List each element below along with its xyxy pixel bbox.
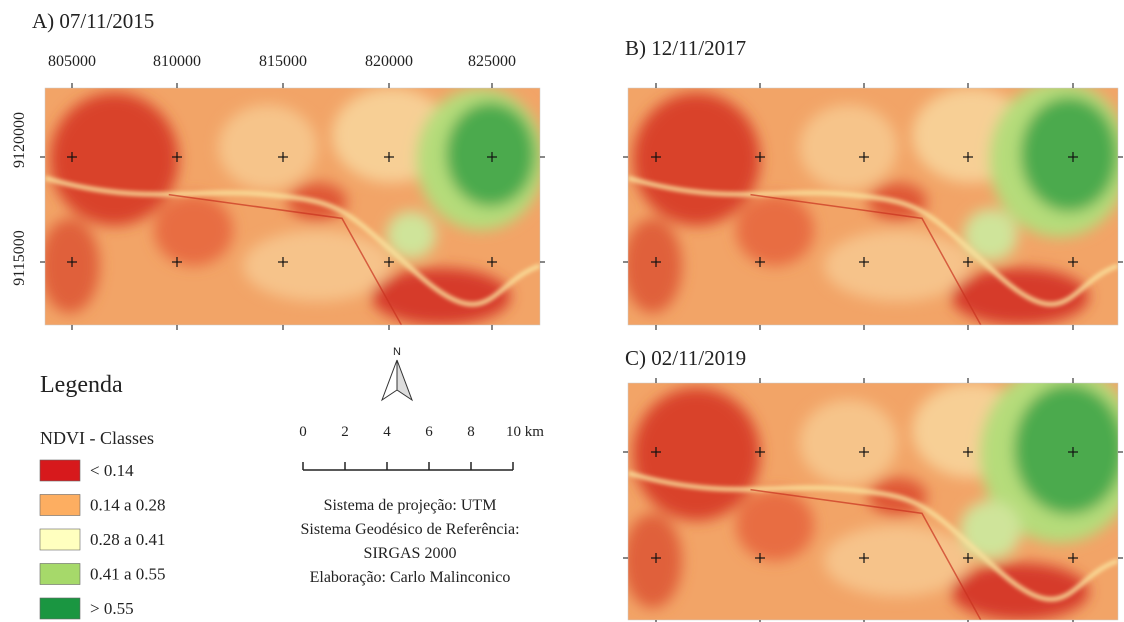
scale-label: 6 [425, 424, 433, 440]
raster-patch [633, 388, 760, 521]
ndvi-raster [623, 365, 1124, 620]
legend-label: > 0.55 [90, 599, 134, 618]
legend-label: 0.28 a 0.41 [90, 530, 166, 549]
legend-title: Legenda [40, 372, 123, 398]
panel-title: C) 02/11/2019 [625, 346, 746, 370]
scale-label: 8 [467, 424, 475, 440]
x-coord-label: 825000 [468, 53, 516, 70]
raster-patch [800, 400, 898, 485]
panel-title: B) 12/11/2017 [625, 36, 746, 60]
raster-patch [1020, 97, 1117, 212]
map-info: Elaboração: Carlo Malinconico [310, 569, 511, 586]
scale-label: 0 [299, 424, 307, 440]
north-label: N [393, 346, 401, 358]
legend-label: 0.14 a 0.28 [90, 496, 166, 515]
y-coord-label: 9120000 [11, 112, 28, 168]
raster-patch [154, 195, 233, 266]
raster-patch [951, 563, 1088, 620]
legend-swatch [40, 495, 80, 516]
raster-patch [1014, 384, 1124, 514]
x-coord-label: 805000 [48, 53, 96, 70]
north-arrow: N [382, 346, 412, 400]
ndvi-raster [623, 81, 1124, 325]
y-coord-label: 9115000 [11, 230, 28, 285]
ndvi-raster [40, 88, 545, 325]
map-info: Sistema Geodésico de Referência: [300, 521, 519, 538]
raster-patch [218, 105, 317, 190]
scale-label: 2 [341, 424, 349, 440]
legend-subtitle: NDVI - Classes [40, 428, 154, 448]
raster-patch [960, 500, 1021, 559]
x-coord-label: 815000 [259, 53, 307, 70]
raster-patch [40, 218, 99, 313]
raster-patch [623, 218, 682, 313]
raster-patch [800, 105, 898, 190]
scale-label: 10 km [506, 424, 544, 440]
figure: A) 07/11/2015 B) 12/11/2017 C) 02/11/201… [0, 0, 1124, 622]
raster-patch [623, 513, 682, 608]
legend-swatch [40, 529, 80, 550]
scale-label: 4 [383, 424, 391, 440]
legend-swatch [40, 564, 80, 585]
raster-patch [446, 102, 535, 206]
legend-label: < 0.14 [90, 461, 134, 480]
raster-patch [736, 195, 814, 266]
raster-patch [633, 93, 760, 226]
raster-patch [50, 93, 179, 226]
map-info: SIRGAS 2000 [364, 545, 457, 562]
legend-label: 0.41 a 0.55 [90, 565, 166, 584]
legend-swatch [40, 460, 80, 481]
map-info: Sistema de projeção: UTM [324, 497, 497, 514]
raster-patch [951, 268, 1088, 325]
raster-patch [736, 490, 814, 561]
x-coord-label: 820000 [365, 53, 413, 70]
raster-patch [372, 268, 511, 325]
panel-title: A) 07/11/2015 [32, 9, 154, 33]
x-coord-label: 810000 [153, 53, 201, 70]
legend-swatch [40, 598, 80, 619]
